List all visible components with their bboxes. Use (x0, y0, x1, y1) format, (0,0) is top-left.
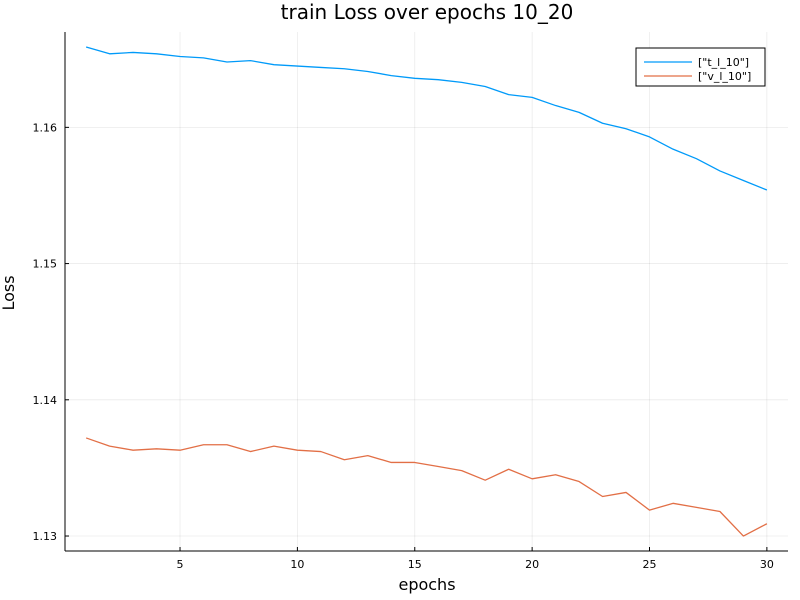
y-tick-label: 1.15 (33, 258, 58, 271)
legend-box (635, 47, 766, 87)
series-line-2 (85, 437, 768, 537)
axes-frame (64, 32, 788, 552)
x-tick-label: 15 (408, 558, 422, 571)
legend-entry-label: ["t_l_10"] (698, 56, 749, 69)
legend: ["t_l_10"]["v_l_10"] (635, 47, 766, 87)
y-tick-label: 1.14 (33, 394, 58, 407)
chart-title: train Loss over epochs 10_20 (281, 0, 574, 24)
series-lines (85, 46, 768, 537)
series-line-1 (85, 46, 768, 191)
x-axis-label: epochs (398, 575, 455, 594)
legend-entry-label: ["v_l_10"] (698, 70, 751, 83)
y-tick-label: 1.16 (33, 121, 58, 134)
y-tick-label: 1.13 (33, 530, 58, 543)
x-tick-label: 20 (525, 558, 539, 571)
grid-lines (65, 32, 788, 551)
x-axis-ticks: 5 10 15 20 25 30 (177, 547, 774, 571)
x-tick-label: 10 (290, 558, 304, 571)
x-tick-label: 25 (643, 558, 657, 571)
x-tick-label: 5 (177, 558, 184, 571)
x-tick-label: 30 (760, 558, 774, 571)
y-axis-label: Loss (0, 275, 18, 310)
y-axis-ticks: 1.13 1.14 1.15 1.16 (33, 121, 69, 543)
